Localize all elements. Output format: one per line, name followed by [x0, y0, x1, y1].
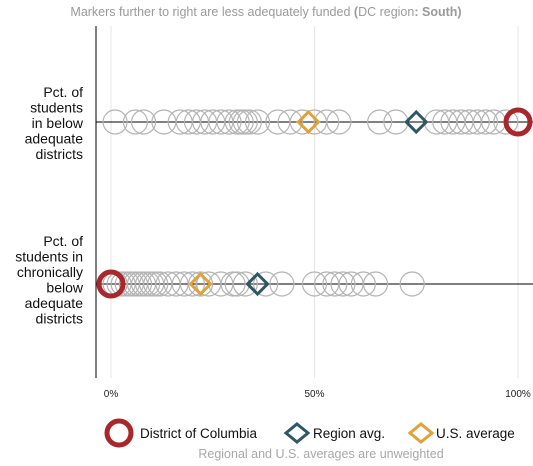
legend-dc-label: District of Columbia: [140, 426, 258, 441]
state-marker-0-21: [326, 109, 352, 135]
chart-title-paren-open: (: [354, 5, 359, 19]
row-label-0-line-4: districts: [36, 146, 83, 162]
legend-region-marker: [283, 422, 311, 444]
x-tick-label-0: 0%: [104, 389, 119, 400]
state-marker-0-2: [130, 109, 157, 135]
state-marker-1-10: [143, 271, 169, 297]
row-label-0-line-3: adequate: [25, 131, 84, 147]
chart-note: Regional and U.S. averages are unweighte…: [198, 447, 443, 461]
us-average-marker-1: [188, 271, 213, 297]
row-label-0: Pct. of students in below adequate districts: [25, 84, 84, 162]
state-marker-0-14: [236, 109, 262, 135]
state-marker-1-8: [135, 271, 161, 297]
legend-us-label: U.S. average: [436, 426, 515, 441]
state-marker-1-19: [220, 271, 246, 297]
chart-title-paren-close: ): [457, 5, 461, 19]
state-marker-1-22: [253, 271, 279, 297]
state-marker-1-30: [362, 271, 389, 297]
state-marker-1-27: [330, 271, 356, 297]
x-tick-label-2: 100%: [505, 389, 531, 400]
legend-dc-marker: [104, 418, 134, 448]
row-label-1: Pct. of students in chronically below adequa…: [15, 233, 84, 327]
state-marker-0-12: [228, 109, 254, 135]
row-label-0-line-1: students: [30, 100, 83, 116]
state-marker-0-13: [232, 109, 258, 135]
state-marker-1-15: [179, 271, 205, 297]
state-marker-1-26: [322, 271, 348, 297]
legend-us-marker: [407, 422, 435, 444]
state-marker-1-6: [126, 271, 153, 297]
state-marker-0-22: [367, 109, 393, 135]
region-average-marker-0: [404, 109, 429, 135]
state-marker-0-1: [122, 109, 149, 135]
state-marker-1-23: [269, 271, 295, 297]
x-tick-label-1: 50%: [304, 389, 324, 400]
legend-region-label: Region avg.: [313, 426, 385, 441]
row-label-1-line-3: below: [46, 280, 83, 296]
us-average-marker-0: [296, 109, 321, 135]
legend: District of Columbia Region avg. U.S. av…: [104, 418, 515, 448]
region-average-marker-1: [245, 271, 270, 297]
state-marker-0-29: [464, 109, 490, 135]
state-marker-0-0: [102, 109, 128, 135]
row-label-1-line-5: districts: [36, 311, 83, 327]
state-marker-1-24: [301, 271, 328, 297]
dc-marker-0: [503, 107, 533, 137]
row-label-1-line-4: adequate: [25, 295, 84, 311]
dc-marker-1: [96, 269, 126, 299]
chart-title-prefix: Markers further to right are less adequa…: [70, 5, 353, 19]
state-marker-0-20: [314, 109, 340, 135]
state-marker-0-30: [472, 109, 499, 135]
state-marker-0-11: [224, 109, 250, 135]
state-marker-1-21: [232, 271, 258, 297]
row-label-1-line-0: Pct. of: [43, 233, 83, 249]
chart-title: Markers further to right are less adequa…: [70, 5, 461, 19]
state-marker-1-31: [399, 271, 425, 297]
state-marker-1-29: [350, 271, 376, 297]
chart-title-region-prefix: DC region: [358, 5, 414, 19]
chart-title-region-name: South: [422, 5, 457, 19]
state-marker-0-32: [493, 109, 519, 135]
row-label-0-line-2: in below: [32, 115, 84, 131]
row-label-0-line-0: Pct. of: [43, 84, 83, 100]
state-marker-0-15: [244, 109, 271, 135]
state-marker-0-10: [216, 109, 242, 135]
row-label-1-line-1: students in: [15, 249, 83, 265]
row-label-1-line-2: chronically: [17, 264, 83, 280]
plot-area: 0% 50% 100%Pct. of students in below adequate…: [15, 26, 533, 400]
chart-title-colon: :: [414, 5, 422, 19]
